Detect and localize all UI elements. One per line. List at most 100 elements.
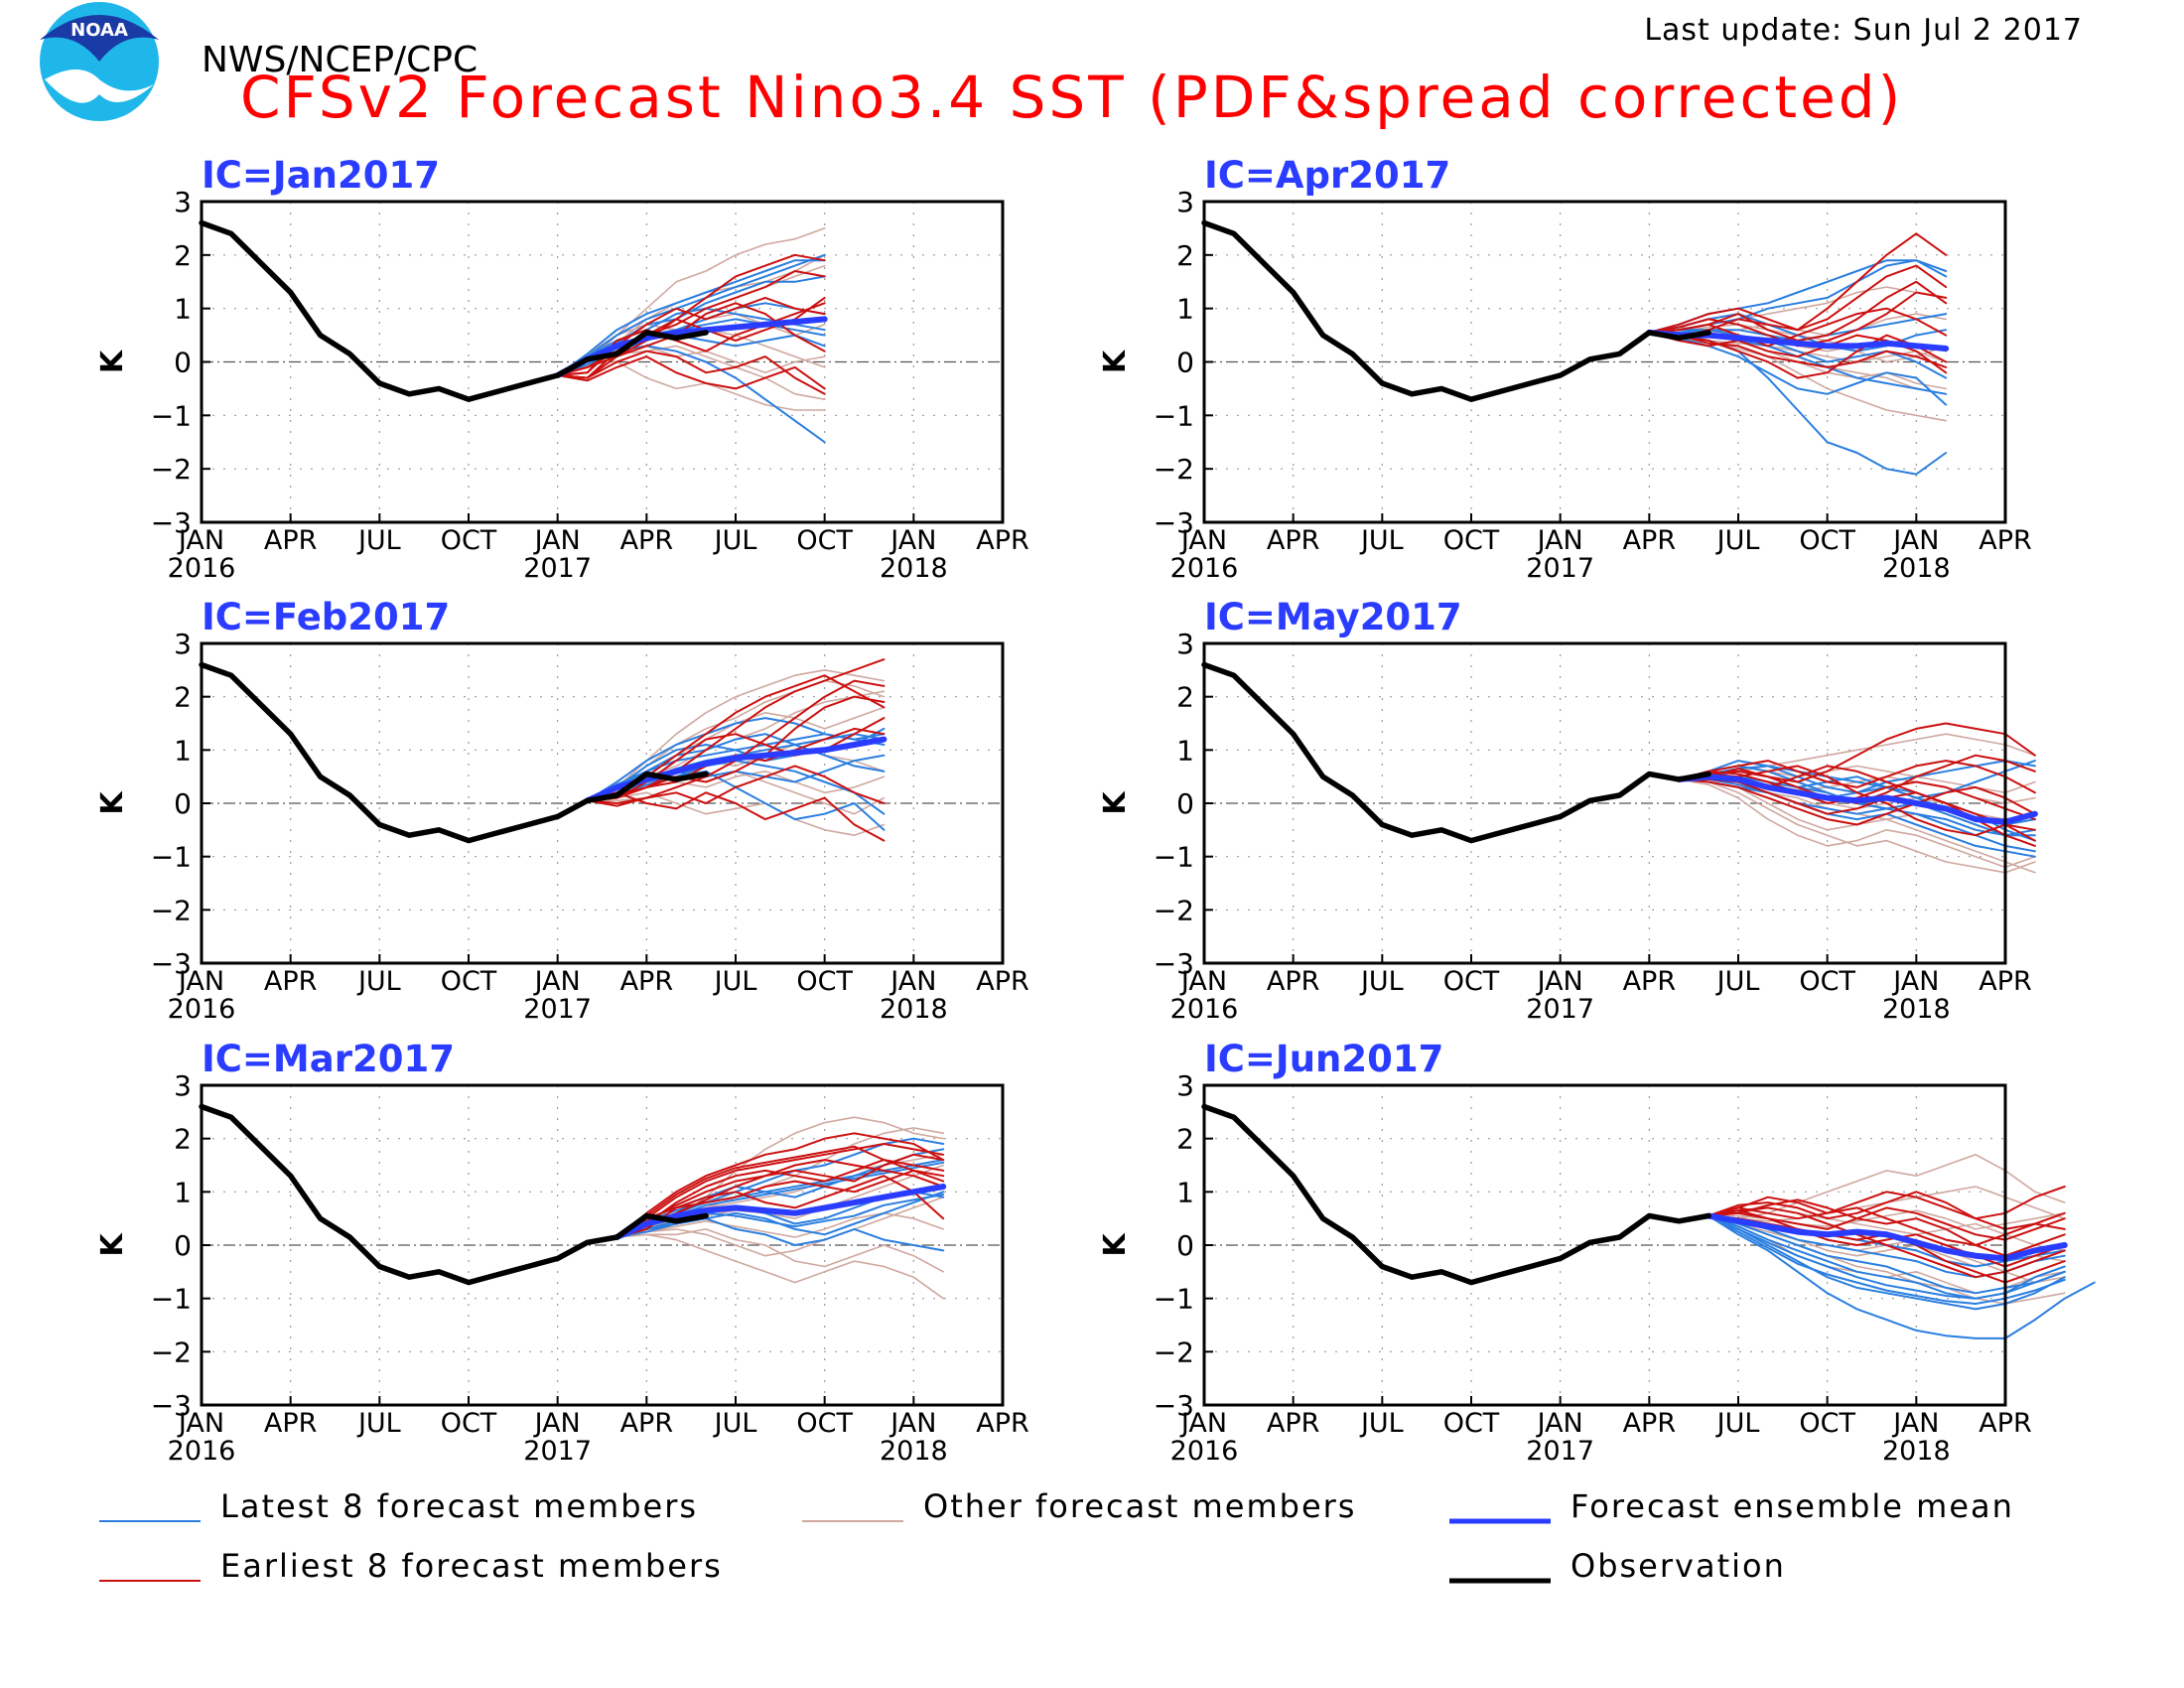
y-tick-label: 0 (174, 1229, 192, 1262)
noaa-logo: NOAA (40, 2, 159, 121)
x-tick-year-label: 2016 (1170, 994, 1239, 1025)
panel-title: IC=Jun2017 (1204, 1038, 1443, 1080)
x-tick-year-label: 2017 (523, 1436, 592, 1467)
x-tick-label: APR (1267, 966, 1320, 997)
other-member-line (615, 1212, 945, 1238)
x-tick-label: APR (264, 966, 318, 997)
panel-title: IC=Apr2017 (1204, 154, 1450, 197)
x-tick-label: JAN (1179, 525, 1227, 556)
earliest-member-line (1678, 777, 2036, 826)
earliest-member-line (615, 1169, 945, 1238)
other-member-line (586, 791, 886, 837)
ensemble-mean-line (554, 316, 828, 378)
y-tick-label: 1 (174, 1176, 192, 1208)
y-tick-label: −3 (151, 1389, 192, 1422)
y-tick-label: 3 (1176, 186, 1194, 218)
y-tick-label: −3 (1154, 947, 1194, 980)
x-tick-label: OCT (1799, 1408, 1855, 1439)
x-tick-year-label: 2018 (1882, 1436, 1951, 1467)
y-tick-label: 0 (174, 787, 192, 820)
y-tick-label: 0 (174, 347, 192, 379)
x-tick-year-label: 2016 (1170, 553, 1239, 584)
x-tick-year-label: 2017 (1526, 1436, 1594, 1467)
y-axis-label: K (1098, 349, 1133, 373)
x-tick-label: OCT (1799, 966, 1855, 997)
grid (1204, 643, 2005, 963)
x-tick-label: OCT (796, 1408, 853, 1439)
x-tick-label: JAN (533, 525, 581, 556)
x-tick-label: OCT (796, 966, 853, 997)
observation-line (199, 661, 709, 844)
panel-title: IC=Jan2017 (202, 154, 440, 197)
x-tick-year-label: 2017 (1526, 553, 1594, 584)
x-tick-year-label: 2018 (880, 553, 948, 584)
x-tick-label: JAN (1536, 1408, 1583, 1439)
earliest-member-line (1648, 331, 1948, 368)
y-axis-label: K (1098, 790, 1133, 815)
x-tick-label: JAN (888, 525, 936, 556)
y-axis-label: K (95, 349, 130, 373)
x-tick-label: JUL (1359, 966, 1404, 997)
y-tick-label: −3 (1154, 1389, 1194, 1422)
noaa-logo-text: NOAA (70, 20, 128, 41)
x-tick-year-label: 2016 (1170, 1436, 1239, 1467)
panel-frame (200, 200, 1005, 524)
y-tick-label: 2 (1176, 681, 1194, 714)
x-tick-label: OCT (1799, 525, 1855, 556)
panel-title: IC=Mar2017 (202, 1038, 455, 1080)
earliest-member-line (1678, 722, 2036, 783)
x-tick-label: JUL (1715, 1408, 1760, 1439)
x-tick-label: APR (1623, 525, 1677, 556)
y-tick-label: −1 (151, 399, 192, 432)
page-title: CFSv2 Forecast Nino3.4 SST (PDF&spread c… (240, 64, 1903, 131)
y-tick-label: 1 (1176, 734, 1194, 767)
x-tick-label: JAN (1536, 966, 1583, 997)
earliest-member-line (586, 765, 886, 807)
legend-label: Observation (1570, 1547, 1786, 1585)
panel-frame (1202, 1083, 2007, 1407)
x-tick-label: OCT (441, 525, 497, 556)
latest-member-line (556, 259, 826, 376)
x-tick-label: JAN (888, 1408, 936, 1439)
other-member-line (615, 1233, 945, 1300)
y-tick-label: −1 (1154, 399, 1194, 432)
y-tick-label: −3 (151, 506, 192, 539)
ensemble-mean-line (614, 1184, 947, 1240)
x-tick-label: JAN (177, 525, 224, 556)
y-tick-label: −2 (1154, 453, 1194, 486)
org-label: NWS/NCEP/CPC (202, 40, 478, 80)
legend-item: Observation (1449, 1547, 1786, 1585)
earliest-member-line (1648, 232, 1948, 334)
latest-member-line (1707, 1214, 2096, 1339)
y-tick-label: −1 (151, 1283, 192, 1316)
x-tick-label: JUL (1359, 1408, 1404, 1439)
x-tick-label: APR (264, 525, 318, 556)
x-tick-label: APR (1979, 966, 2032, 997)
x-tick-year-label: 2016 (168, 994, 236, 1025)
other-member-line (1678, 778, 2036, 874)
x-tick-label: JAN (177, 1408, 224, 1439)
x-tick-label: OCT (1443, 966, 1500, 997)
x-tick-year-label: 2018 (1882, 553, 1951, 584)
legend-label: Earliest 8 forecast members (220, 1547, 723, 1585)
y-tick-label: 0 (1176, 1229, 1194, 1262)
x-tick-label: APR (620, 966, 674, 997)
x-tick-label: JAN (533, 1408, 581, 1439)
y-tick-label: 3 (1176, 1069, 1194, 1102)
y-axis-label: K (95, 790, 130, 815)
x-tick-label: JAN (533, 966, 581, 997)
y-tick-label: −3 (151, 947, 192, 980)
y-tick-label: −2 (151, 1336, 192, 1368)
y-axis-label: K (1098, 1232, 1133, 1257)
x-tick-label: OCT (796, 525, 853, 556)
earliest-member-line (615, 1132, 945, 1238)
other-member-line (1648, 286, 1947, 334)
y-tick-label: −1 (1154, 841, 1194, 874)
observation-line (199, 219, 709, 402)
legend-label: Forecast ensemble mean (1570, 1487, 2014, 1525)
y-tick-label: 3 (174, 186, 192, 218)
